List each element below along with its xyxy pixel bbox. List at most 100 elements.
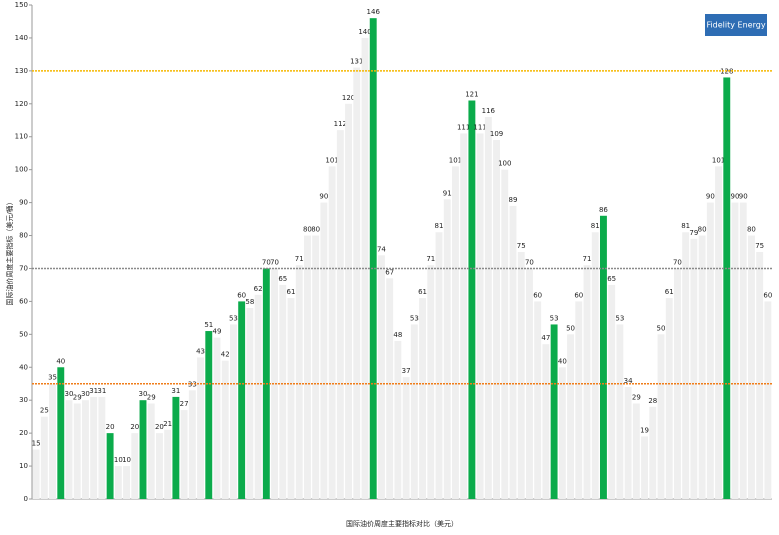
value-label: 31 [171,387,180,395]
value-label: 70 [270,258,279,266]
bar [254,294,262,499]
bar [65,400,73,499]
value-label: 81 [435,222,444,230]
bar [509,205,517,500]
bar [180,410,188,499]
value-label: 60 [574,291,583,299]
x-axis-label: 国际油价周度主要指标对比（美元） [346,519,458,528]
bar [155,433,163,499]
bar [501,169,509,499]
value-label: 101 [449,156,462,164]
bar [427,265,435,499]
value-label: 28 [648,397,657,405]
value-label: 86 [599,206,608,214]
bar [123,466,131,499]
value-label: 100 [498,160,511,168]
bar [575,301,583,499]
value-label: 91 [443,189,452,197]
bar [279,284,287,499]
bar [238,301,246,499]
bar [197,357,205,499]
value-label: 21 [163,420,172,428]
bar [336,130,344,499]
value-label: 10 [114,456,123,464]
value-label: 48 [393,331,402,339]
bar [328,166,336,499]
value-label: 131 [350,58,363,66]
value-label: 80 [303,226,312,234]
value-label: 30 [139,390,148,398]
bar [698,235,706,500]
y-tick-label: 60 [19,297,28,305]
value-label: 111 [473,123,486,131]
value-label: 30 [65,390,74,398]
value-label: 70 [262,258,271,266]
bar [345,103,353,500]
value-label: 60 [533,291,542,299]
value-label: 121 [465,91,478,99]
value-label: 61 [287,288,296,296]
y-tick-label: 150 [15,1,28,9]
bar [205,331,213,499]
bar [542,344,550,499]
bar [40,416,48,499]
value-label: 10 [122,456,131,464]
bar [435,232,443,500]
bar [394,340,402,499]
value-label: 75 [517,242,526,250]
bar [213,337,221,499]
value-label: 29 [632,393,641,401]
value-label: 61 [665,288,674,296]
bar [229,324,237,499]
bar [756,252,764,499]
value-label: 140 [358,28,371,36]
value-label: 19 [640,426,649,434]
value-label: 30 [81,390,90,398]
value-label: 53 [615,314,624,322]
value-label: 53 [550,314,559,322]
value-label: 116 [482,107,496,115]
value-label: 25 [40,407,49,415]
value-label: 29 [147,393,156,401]
bar [114,466,122,499]
bar [599,215,607,500]
bar [624,387,632,499]
y-tick-label: 10 [19,462,28,470]
bar [271,268,279,499]
value-label: 29 [73,393,82,401]
bar [682,232,690,500]
bar [221,360,229,499]
bar [90,396,98,499]
value-label: 89 [509,196,518,204]
value-label: 61 [418,288,427,296]
bar [287,298,295,499]
value-label: 43 [196,347,205,355]
value-label: 20 [106,423,115,431]
bar [139,400,147,499]
value-label: 27 [180,400,189,408]
bar [616,324,624,499]
y-tick-label: 110 [15,133,28,141]
value-label: 20 [130,423,139,431]
value-label: 90 [706,193,715,201]
bar [739,202,747,499]
bar [131,433,139,499]
value-label: 80 [698,226,707,234]
y-tick-label: 120 [15,100,28,108]
value-label: 47 [541,334,550,342]
y-tick-label: 130 [15,67,28,75]
y-tick-label: 20 [19,429,28,437]
value-label: 71 [583,255,592,263]
value-label: 90 [731,193,740,201]
bar [591,232,599,500]
value-label: 50 [657,324,666,332]
bar [98,396,106,499]
value-label: 31 [89,387,98,395]
y-tick-label: 30 [19,396,28,404]
bar [706,202,714,499]
value-label: 60 [237,291,246,299]
bar [525,268,533,499]
logo-box [705,14,767,36]
value-label: 40 [558,357,567,365]
